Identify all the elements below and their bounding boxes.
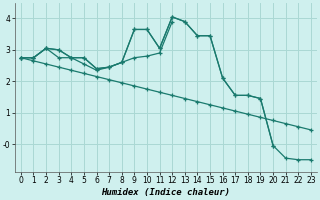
X-axis label: Humidex (Indice chaleur): Humidex (Indice chaleur) bbox=[101, 188, 230, 197]
